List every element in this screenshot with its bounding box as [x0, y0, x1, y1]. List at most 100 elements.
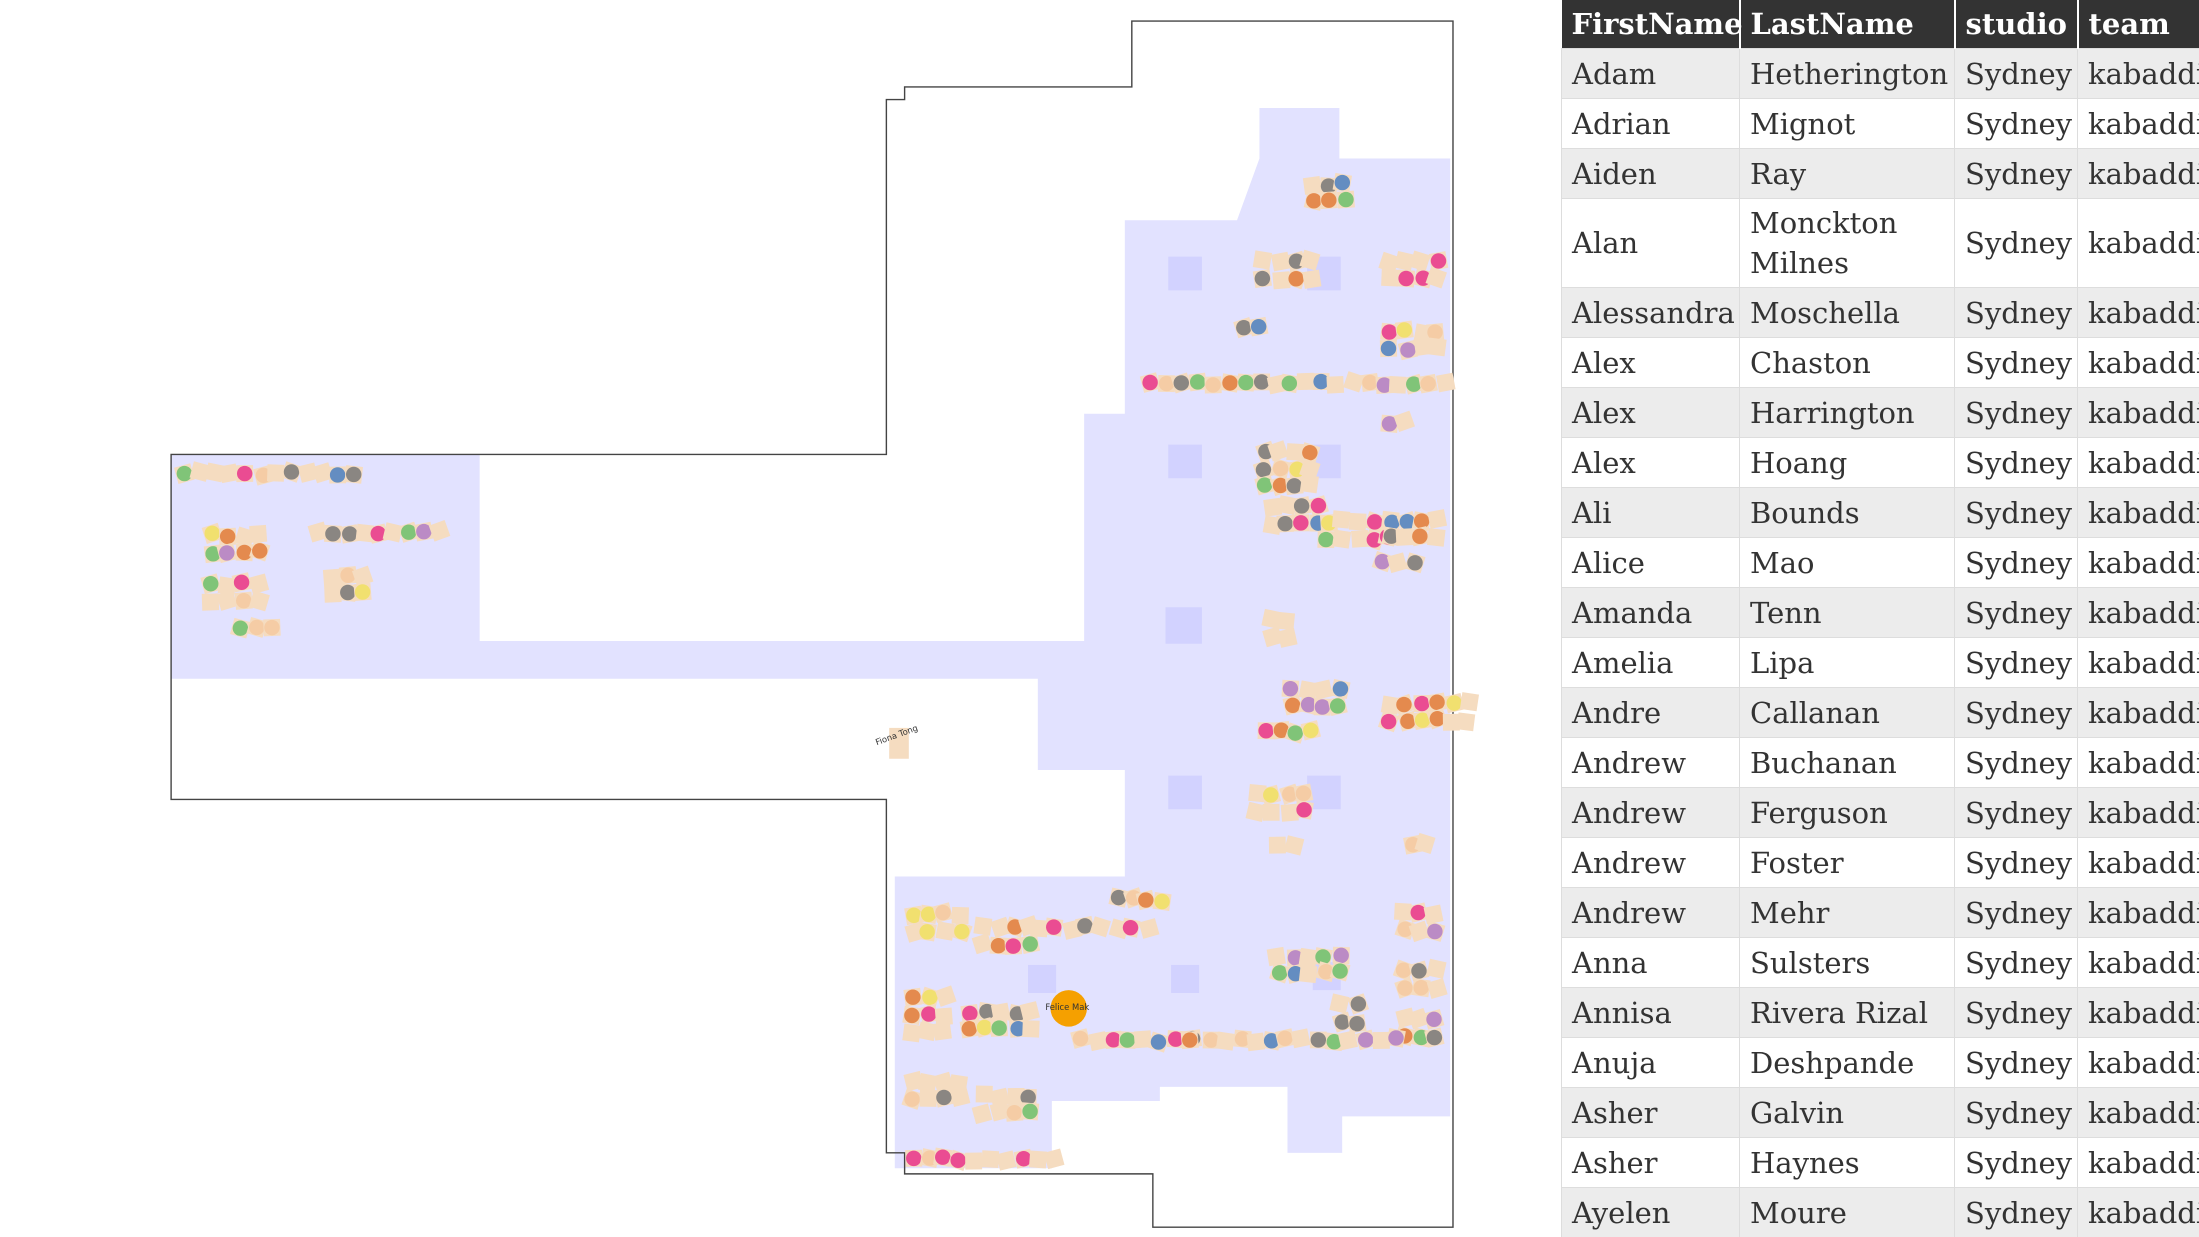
desk-seat[interactable] — [961, 1021, 978, 1037]
desk-seat[interactable] — [976, 1019, 993, 1036]
desk-seat[interactable] — [1426, 1029, 1443, 1046]
desk-seat[interactable] — [906, 1150, 922, 1167]
desk-seat[interactable] — [370, 525, 386, 542]
desk-seat[interactable] — [1010, 1020, 1026, 1037]
desk-seat[interactable] — [1412, 528, 1428, 544]
desk-seat[interactable] — [1072, 1030, 1089, 1047]
desk-seat[interactable] — [249, 619, 265, 636]
desk-seat[interactable] — [236, 544, 253, 561]
desk-seat[interactable] — [1077, 918, 1093, 934]
desk-seat[interactable] — [1414, 695, 1430, 712]
desk-seat[interactable] — [1154, 893, 1170, 910]
table-row[interactable]: Alice Mao Sydney kabaddi — [1561, 537, 2199, 588]
desk-seat[interactable] — [1006, 1104, 1023, 1121]
desk-seat[interactable] — [1263, 787, 1279, 803]
table-row[interactable]: Alex Harrington Sydney kabaddi — [1561, 387, 2199, 438]
desk-seat[interactable] — [1396, 322, 1413, 338]
desk-seat[interactable] — [1173, 375, 1189, 391]
desk-seat[interactable] — [921, 1006, 937, 1022]
desk-seat[interactable] — [1400, 342, 1416, 358]
desk-seat[interactable] — [264, 619, 280, 636]
desk-seat[interactable] — [340, 567, 356, 583]
desk-seat[interactable] — [1329, 698, 1346, 714]
table-row[interactable]: Andrew Mehr Sydney kabaddi — [1561, 887, 2199, 938]
desk-seat[interactable] — [1302, 444, 1318, 461]
desk-seat[interactable] — [1314, 699, 1331, 715]
desk-seat[interactable] — [416, 523, 432, 540]
desk-seat[interactable] — [1395, 962, 1412, 978]
desk-seat[interactable] — [1366, 514, 1383, 530]
desk-seat[interactable] — [1222, 375, 1238, 391]
desk-seat[interactable] — [1310, 497, 1327, 514]
desk-seat[interactable] — [1426, 1011, 1442, 1028]
table-row[interactable]: Asher Haynes Sydney kabaddi — [1561, 1137, 2199, 1188]
desk-seat[interactable] — [1020, 1089, 1036, 1106]
desk-seat[interactable] — [1429, 710, 1446, 727]
desk-seat[interactable] — [1413, 980, 1429, 996]
desk-seat[interactable] — [1310, 1032, 1327, 1048]
desk-seat[interactable] — [1380, 340, 1397, 357]
desk-seat[interactable] — [346, 466, 362, 483]
desk-seat[interactable] — [329, 467, 346, 483]
desk-seat[interactable] — [1277, 1030, 1293, 1047]
desk-seat[interactable] — [236, 465, 253, 482]
desk-seat[interactable] — [1300, 696, 1317, 713]
column-header[interactable]: team — [2077, 0, 2199, 49]
desk-seat[interactable] — [1271, 965, 1288, 981]
desk-seat[interactable] — [1282, 680, 1299, 697]
desk-seat[interactable] — [1281, 375, 1298, 392]
desk-seat[interactable] — [1406, 376, 1422, 392]
desk-seat[interactable] — [219, 545, 235, 561]
desk-seat[interactable] — [1358, 1032, 1374, 1048]
table-row[interactable]: Adrian Mignot Sydney kabaddi — [1561, 98, 2199, 149]
desk-seat[interactable] — [1110, 889, 1127, 906]
table-row[interactable]: Andrew Ferguson Sydney kabaddi — [1561, 787, 2199, 838]
desk-seat[interactable] — [922, 989, 938, 1005]
desk-seat[interactable] — [1318, 531, 1334, 548]
table-row[interactable]: Aiden Ray Sydney kabaddi — [1561, 148, 2199, 199]
desk-seat[interactable] — [233, 574, 250, 591]
desk-seat[interactable] — [954, 923, 970, 940]
desk-seat[interactable] — [906, 907, 922, 924]
desk-seat[interactable] — [1413, 513, 1430, 529]
desk-seat[interactable] — [1313, 373, 1329, 390]
desk-seat[interactable] — [1388, 1030, 1404, 1046]
desk-seat[interactable] — [936, 1089, 952, 1106]
desk-seat[interactable] — [919, 924, 935, 940]
desk-seat[interactable] — [950, 1152, 966, 1169]
desk-seat[interactable] — [1381, 416, 1398, 432]
desk-seat[interactable] — [1287, 725, 1303, 741]
desk-seat[interactable] — [1203, 1032, 1219, 1048]
desk-seat[interactable] — [205, 546, 221, 562]
desk-seat[interactable] — [1046, 919, 1062, 935]
desk-seat[interactable] — [354, 584, 371, 600]
desk-seat[interactable] — [1142, 374, 1158, 391]
desk-seat[interactable] — [1022, 936, 1038, 952]
desk-seat[interactable] — [1420, 375, 1436, 392]
desk-seat[interactable] — [1446, 695, 1462, 711]
table-row[interactable]: Asher Galvin Sydney kabaddi — [1561, 1087, 2199, 1138]
desk-seat[interactable] — [1122, 919, 1139, 936]
desk-seat[interactable] — [1332, 963, 1348, 979]
desk-seat[interactable] — [1015, 1151, 1032, 1167]
desk-seat[interactable] — [232, 620, 249, 636]
desk-seat[interactable] — [340, 584, 356, 601]
desk-seat[interactable] — [1007, 919, 1023, 935]
column-header[interactable]: LastName — [1739, 0, 1956, 49]
table-row[interactable]: Alan Monckton Milnes Sydney kabaddi — [1561, 198, 2199, 288]
desk-seat[interactable] — [1430, 253, 1447, 269]
table-row[interactable]: Alex Hoang Sydney kabaddi — [1561, 437, 2199, 488]
desk-seat[interactable] — [1150, 1034, 1167, 1050]
desk-seat[interactable] — [1334, 1014, 1351, 1030]
desk-seat[interactable] — [1427, 923, 1443, 940]
desk-seat[interactable] — [920, 906, 937, 923]
desk-seat[interactable] — [342, 526, 358, 542]
desk-seat[interactable] — [935, 904, 951, 921]
desk-seat[interactable] — [1333, 947, 1349, 964]
desk-seat[interactable] — [1254, 270, 1271, 287]
table-row[interactable]: Adam Hetherington Sydney kabaddi — [1561, 48, 2199, 99]
desk-seat[interactable] — [1205, 377, 1221, 393]
desk-seat[interactable] — [283, 464, 300, 480]
desk-seat[interactable] — [1349, 1015, 1365, 1032]
desk-seat[interactable] — [1286, 478, 1303, 494]
